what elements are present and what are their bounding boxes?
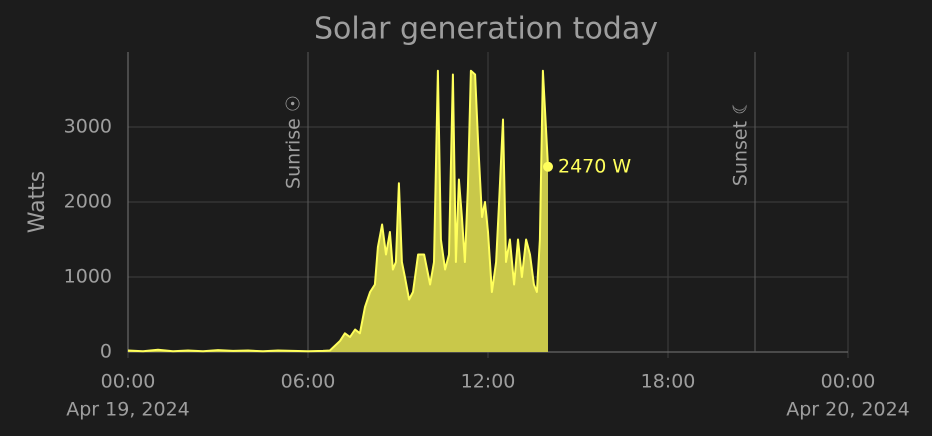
chart-title: Solar generation today — [314, 12, 658, 47]
annotation-label: Sunset ☾ — [730, 98, 752, 186]
x-tick-label: 12:00 — [461, 371, 516, 393]
x-date-label: Apr 19, 2024 — [66, 399, 190, 421]
x-date-label: Apr 20, 2024 — [786, 399, 910, 421]
x-tick-label: 06:00 — [281, 371, 336, 393]
y-axis-label: Watts — [25, 171, 50, 234]
area-line — [127, 69, 549, 353]
x-tick-label: 00:00 — [101, 371, 156, 393]
y-tick-label: 2000 — [64, 191, 112, 213]
annotation-label: Sunrise ☉ — [283, 95, 305, 189]
y-tick-label: 0 — [100, 341, 112, 363]
current-value-label: 2470 W — [558, 155, 631, 177]
y-tick-label: 3000 — [64, 116, 112, 138]
x-tick-label: 00:00 — [821, 371, 876, 393]
y-tick-label: 1000 — [64, 266, 112, 288]
area-fill — [128, 70, 548, 353]
current-point — [543, 161, 553, 172]
x-tick-label: 18:00 — [641, 371, 696, 393]
